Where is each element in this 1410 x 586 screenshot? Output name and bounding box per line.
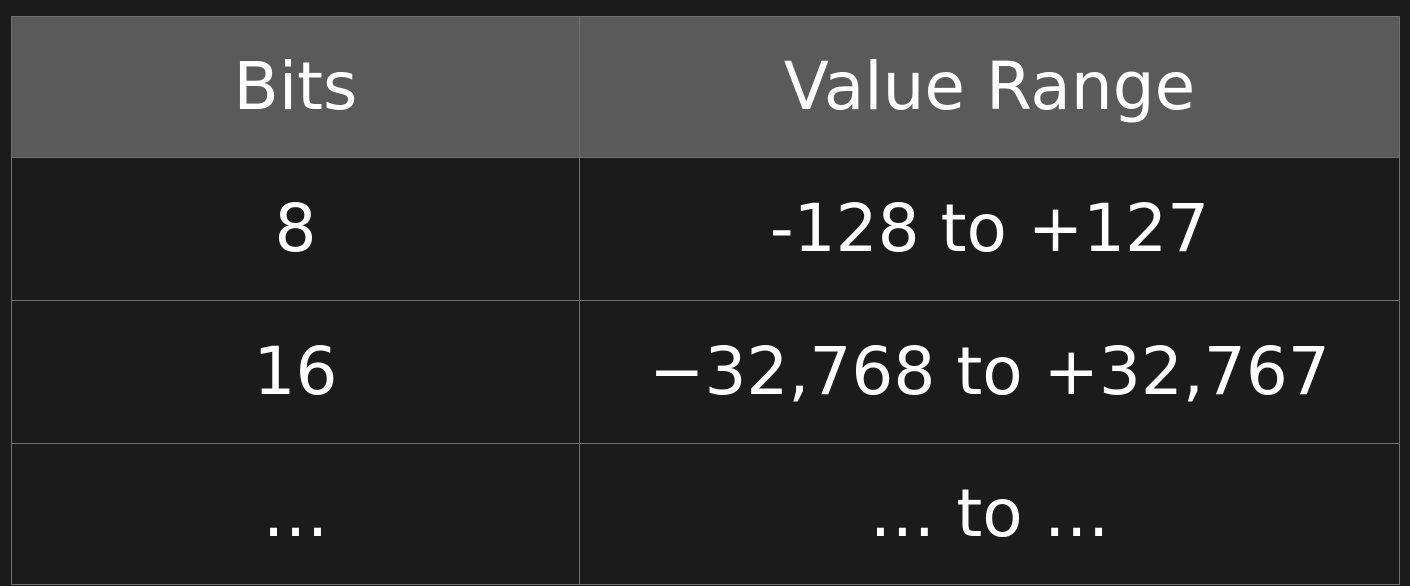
header-value-range: Value Range (579, 16, 1400, 158)
header-bits: Bits (11, 16, 580, 158)
table-row: … … to … (11, 443, 1400, 585)
table-header-row: Bits Value Range (11, 16, 1400, 158)
bits-value-range-table: Bits Value Range 8 -128 to +127 16 −32,7… (11, 16, 1400, 585)
cell-value-range: -128 to +127 (579, 157, 1400, 301)
table-row: 8 -128 to +127 (11, 157, 1400, 301)
cell-bits: 16 (11, 300, 580, 444)
cell-bits: … (11, 443, 580, 585)
cell-value-range: −32,768 to +32,767 (579, 300, 1400, 444)
cell-value-range: … to … (579, 443, 1400, 585)
table-row: 16 −32,768 to +32,767 (11, 300, 1400, 444)
cell-bits: 8 (11, 157, 580, 301)
